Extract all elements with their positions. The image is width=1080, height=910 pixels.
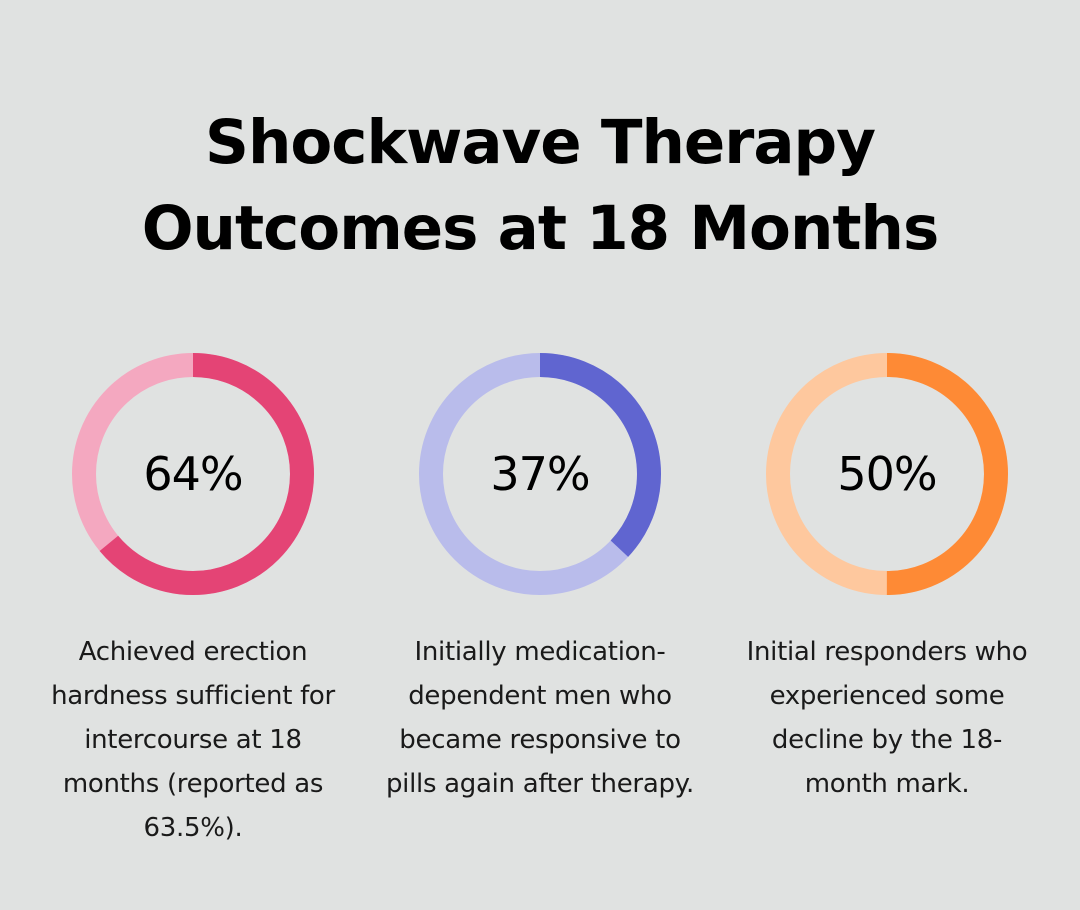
stat-card-erection-hardness: 64% Achieved erection hardness sufficien… [33, 352, 353, 850]
donut-ring-icon [766, 353, 1008, 595]
stat-value: 37% [490, 447, 590, 501]
stat-caption: Initially medication-dependent men who b… [385, 637, 695, 799]
donut-chart: 64% [71, 352, 315, 596]
title-line-1: Shockwave Therapy [205, 107, 876, 178]
donut-chart: 37% [418, 352, 662, 596]
stat-value: 50% [837, 447, 937, 501]
stat-value: 64% [143, 447, 243, 501]
stat-caption: Initial responders who experienced some … [746, 637, 1028, 799]
donut-ring-icon [419, 353, 661, 595]
stat-card-responder-decline: 50% Initial responders who experienced s… [727, 352, 1047, 806]
title-line-2: Outcomes at 18 Months [141, 193, 940, 264]
stat-caption: Achieved erection hardness sufficient fo… [51, 637, 335, 843]
donut-chart: 50% [765, 352, 1009, 596]
donut-ring-icon [72, 353, 314, 595]
stat-card-medication-responsive: 37% Initially medication-dependent men w… [380, 352, 700, 806]
page-title: Shockwave Therapy Outcomes at 18 Months [0, 100, 1080, 272]
